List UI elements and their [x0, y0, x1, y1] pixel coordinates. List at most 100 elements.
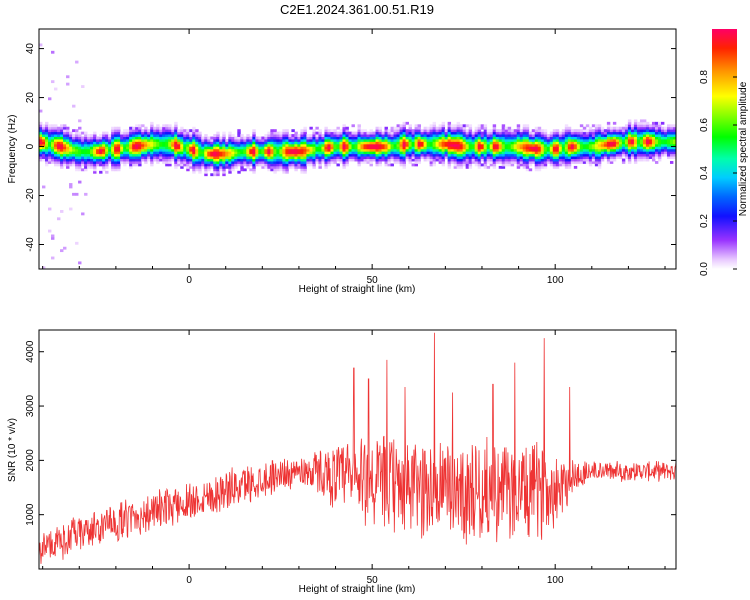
x-tick-label: 100 — [547, 275, 564, 286]
heatmap-cell — [582, 151, 587, 155]
heatmap-cell — [573, 129, 578, 133]
heatmap-cell — [150, 161, 154, 164]
heatmap-cell — [360, 156, 364, 159]
heatmap-cell — [60, 148, 64, 152]
heatmap-cell — [600, 143, 605, 147]
heatmap-cell — [673, 124, 676, 128]
heatmap-cell — [408, 151, 412, 155]
heatmap-cell — [507, 143, 512, 147]
heatmap-cell — [642, 124, 647, 128]
heatmap-cell — [549, 163, 554, 167]
heatmap-cell — [294, 143, 298, 147]
heatmap-cell — [432, 129, 437, 133]
heatmap-cell — [180, 136, 184, 140]
heatmap-cell — [609, 151, 614, 155]
heatmap-cell — [570, 156, 575, 159]
heatmap-cell — [606, 148, 611, 152]
heatmap-cell — [627, 148, 632, 152]
heatmap-cell — [474, 131, 479, 135]
heatmap-cell — [435, 156, 440, 159]
heatmap-cell — [246, 165, 250, 169]
heatmap-cell — [102, 168, 106, 172]
heatmap-cell — [426, 156, 431, 159]
heatmap-cell — [246, 161, 250, 164]
heatmap-cell — [174, 146, 178, 150]
heatmap-cell — [81, 153, 85, 157]
heatmap-cell — [90, 148, 94, 152]
heatmap-cell — [594, 129, 599, 133]
spectrogram-x-ticks: 0 50 100 — [42, 29, 666, 286]
heatmap-cell — [441, 156, 446, 159]
heatmap-cell — [450, 143, 455, 147]
heatmap-cell — [615, 129, 620, 133]
heatmap-cell — [417, 148, 421, 152]
heatmap-cell — [669, 156, 674, 159]
heatmap-cell — [444, 141, 449, 145]
heatmap-cell — [390, 126, 394, 130]
heatmap-cell — [396, 141, 400, 145]
heatmap-cell — [673, 143, 676, 147]
heatmap-cell — [438, 148, 443, 152]
heatmap-cell — [384, 151, 388, 155]
heatmap-cell — [126, 153, 130, 157]
heatmap-cell — [630, 139, 635, 142]
heatmap-cell — [81, 146, 85, 150]
heatmap-cell — [42, 131, 46, 135]
heatmap-cell — [90, 156, 94, 159]
heatmap-cell — [252, 129, 256, 133]
heatmap-cell — [213, 173, 217, 177]
heatmap-cell — [639, 158, 644, 162]
heatmap-cell — [168, 139, 172, 142]
heatmap-cell — [198, 141, 202, 145]
heatmap-cell — [63, 153, 67, 157]
heatmap-cell — [507, 136, 512, 140]
heatmap-cell — [486, 141, 491, 145]
heatmap-cell — [231, 151, 235, 155]
heatmap-cell — [264, 143, 268, 147]
heatmap-cell — [645, 134, 650, 137]
colorbar-tick-label: 0.2 — [699, 214, 710, 228]
heatmap-cell — [507, 156, 512, 159]
heatmap-cell — [54, 129, 58, 133]
heatmap-cell — [453, 156, 458, 159]
heatmap-cell — [525, 126, 530, 130]
heatmap-cell — [132, 139, 136, 142]
heatmap-cell — [192, 148, 196, 152]
heatmap-cell — [468, 131, 473, 135]
heatmap-cell — [39, 139, 43, 142]
heatmap-cell — [60, 151, 64, 155]
heatmap-cell — [330, 131, 334, 135]
heatmap-cell — [303, 141, 307, 145]
heatmap-cell — [375, 161, 379, 164]
heatmap-cell — [282, 146, 286, 150]
heatmap-cell — [144, 134, 148, 137]
heatmap-cell — [453, 158, 458, 162]
heatmap-cell — [555, 143, 560, 147]
heatmap-cell — [339, 136, 343, 140]
heatmap-cell — [111, 163, 115, 167]
heatmap-cell — [444, 136, 449, 140]
heatmap-cell — [195, 148, 199, 152]
heatmap-cell — [540, 131, 545, 135]
heatmap-cell — [309, 126, 313, 130]
heatmap-cell — [117, 151, 121, 155]
heatmap-cell — [363, 143, 367, 147]
heatmap-cell — [624, 141, 629, 145]
heatmap-cell — [270, 136, 274, 140]
heatmap-cell — [486, 143, 491, 147]
heatmap-cell — [447, 141, 452, 145]
heatmap-cell — [567, 153, 572, 157]
heatmap-cell — [393, 161, 397, 164]
heatmap-cell — [591, 129, 596, 133]
heatmap-cell — [369, 151, 373, 155]
heatmap-cell — [441, 124, 446, 128]
heatmap-cell — [522, 158, 527, 162]
heatmap-cell — [429, 158, 434, 162]
heatmap-cell — [342, 129, 346, 133]
heatmap-cell — [339, 158, 343, 162]
heatmap-cell — [75, 148, 79, 152]
heatmap-cell — [294, 163, 298, 167]
heatmap-cell — [483, 156, 488, 159]
heatmap-cell — [51, 158, 55, 162]
heatmap-cell — [162, 134, 166, 137]
